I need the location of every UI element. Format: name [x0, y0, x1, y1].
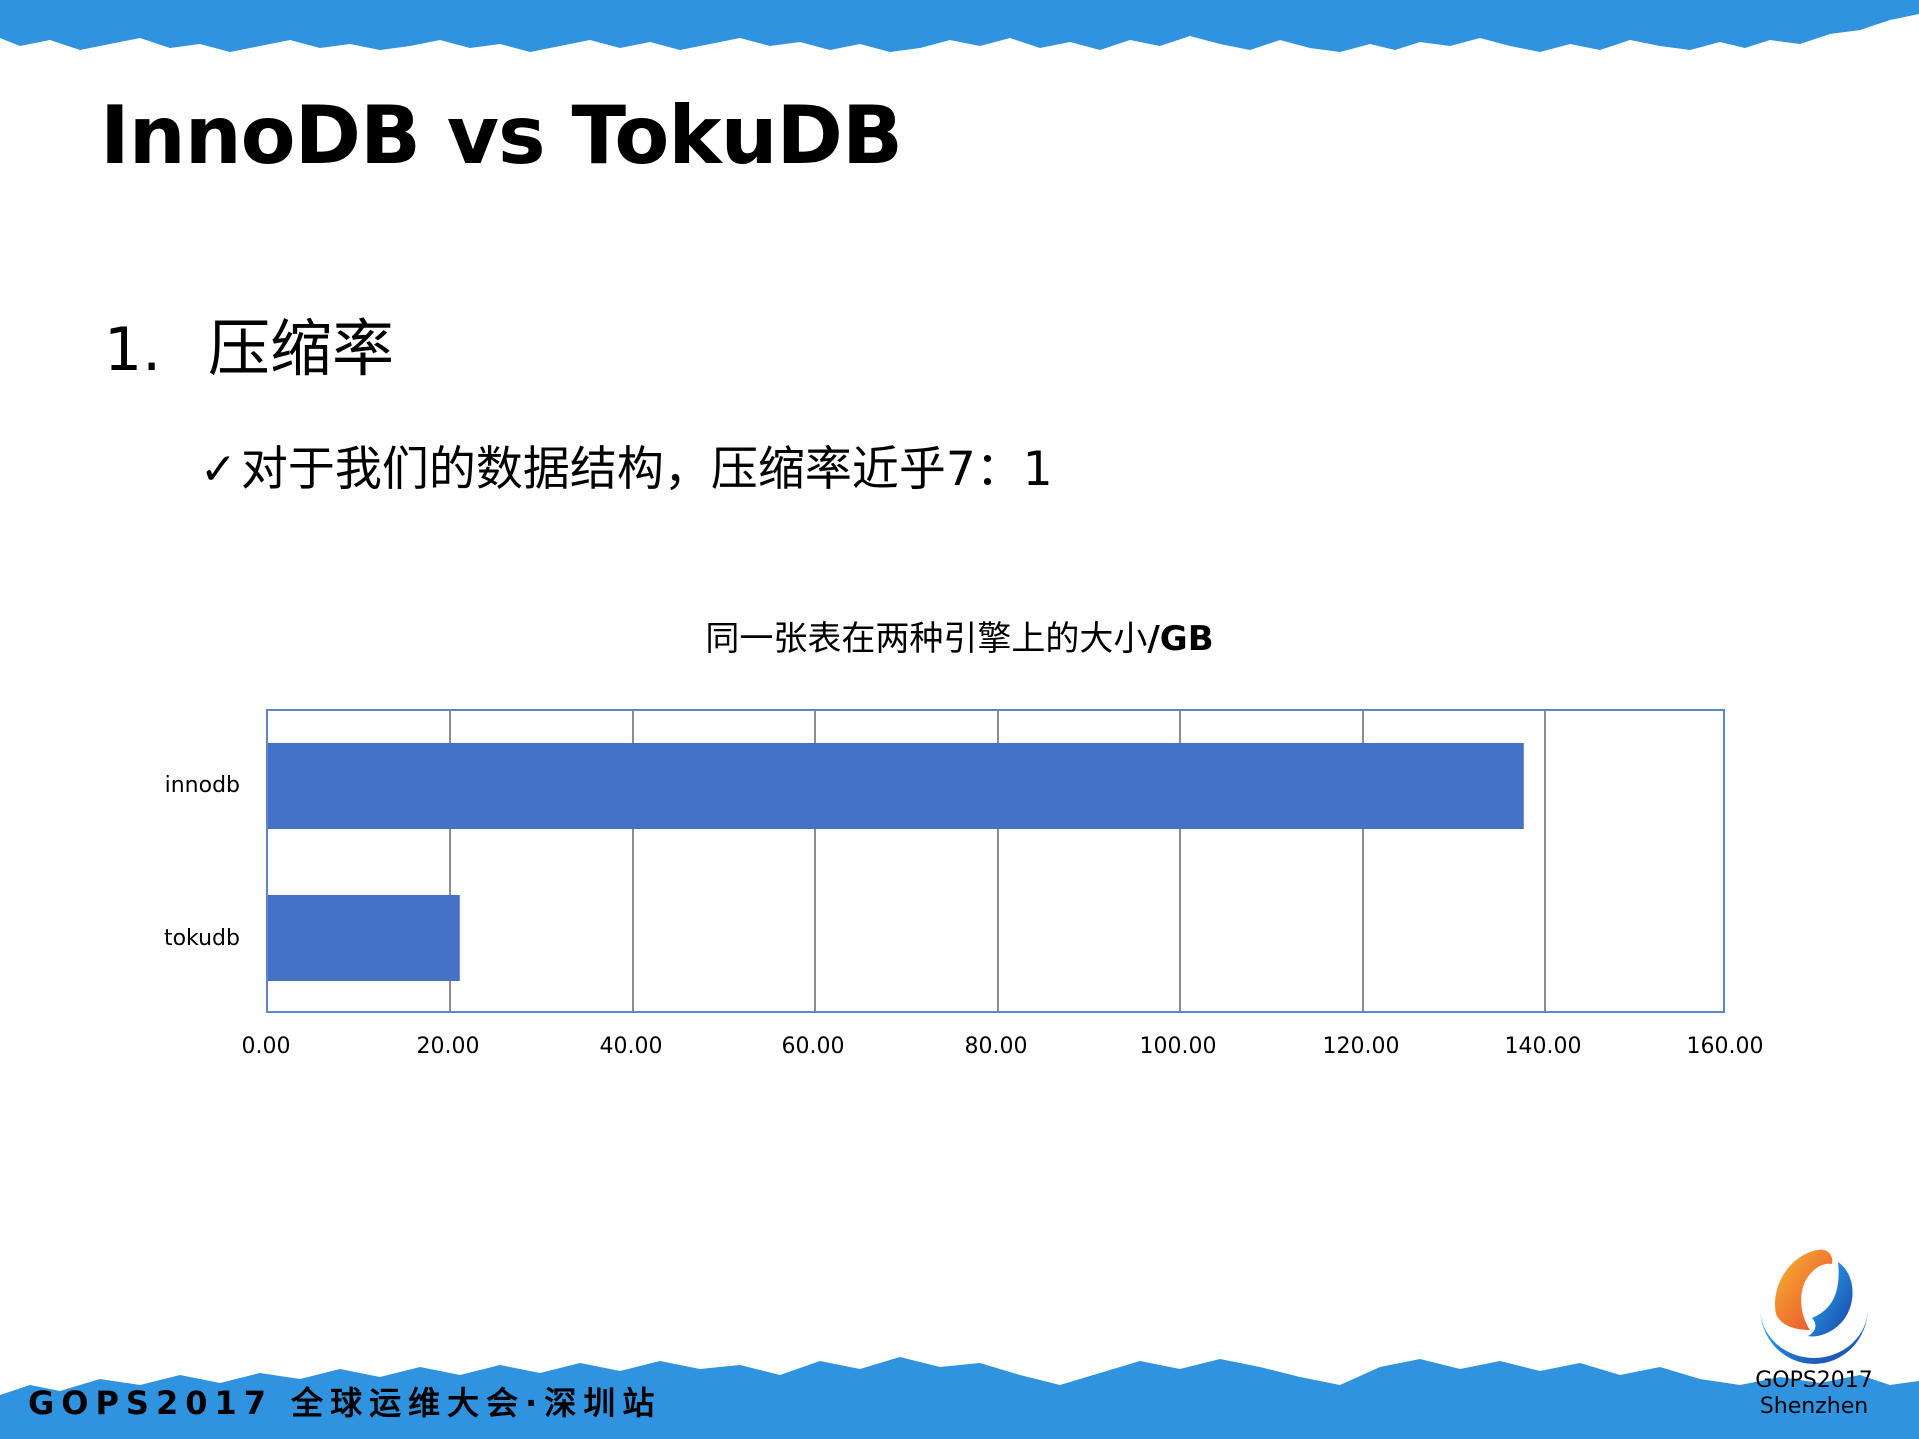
footer-brush-band	[0, 1357, 1919, 1439]
chart-title: 同一张表在两种引擎上的大小/GB	[0, 622, 1919, 656]
slide-title: InnoDB vs TokuDB	[100, 89, 903, 182]
chart-title-unit: /GB	[1147, 619, 1214, 659]
bullet-text: 对于我们的数据结构，压缩率近乎7：1	[240, 442, 1053, 497]
gridline	[449, 711, 451, 1011]
category-label-innodb: innodb	[164, 773, 240, 798]
logo-caption-line2: Shenzhen	[1759, 1394, 1869, 1419]
plot-area	[266, 709, 1725, 1013]
gridline	[814, 711, 816, 1011]
x-tick-label: 140.00	[1504, 1034, 1582, 1059]
x-tick-label: 160.00	[1686, 1034, 1764, 1059]
bar-tokudb	[268, 895, 460, 981]
x-tick-label: 40.00	[599, 1034, 663, 1059]
bar-innodb	[268, 743, 1524, 829]
bullet-item: ✓ 对于我们的数据结构，压缩率近乎7：1	[200, 446, 1053, 493]
gridline	[1544, 711, 1546, 1011]
x-tick-label: 100.00	[1139, 1034, 1217, 1059]
checkmark-icon: ✓	[200, 443, 237, 495]
x-tick-label: 60.00	[781, 1034, 845, 1059]
gops-logo-icon	[1760, 1249, 1868, 1364]
footer-conference-name: GOPS2017 全球运维大会·深圳站	[28, 1384, 662, 1422]
category-label-tokudb: tokudb	[163, 926, 240, 951]
x-tick-label: 0.00	[241, 1034, 291, 1059]
header-brush-band	[0, 0, 1919, 52]
gridline	[997, 711, 999, 1011]
logo-caption-line1: GOPS2017	[1755, 1368, 1873, 1393]
logo-caption: GOPS2017 Shenzhen	[1750, 1368, 1878, 1420]
chart-title-text: 同一张表在两种引擎上的大小	[705, 619, 1148, 659]
gridline	[632, 711, 634, 1011]
x-tick-label: 80.00	[964, 1034, 1028, 1059]
list-number: 1.	[104, 315, 162, 385]
x-tick-label: 20.00	[416, 1034, 480, 1059]
x-tick-label: 120.00	[1322, 1034, 1400, 1059]
list-heading: 压缩率	[208, 312, 395, 385]
gridline	[1362, 711, 1364, 1011]
gridline	[1179, 711, 1181, 1011]
